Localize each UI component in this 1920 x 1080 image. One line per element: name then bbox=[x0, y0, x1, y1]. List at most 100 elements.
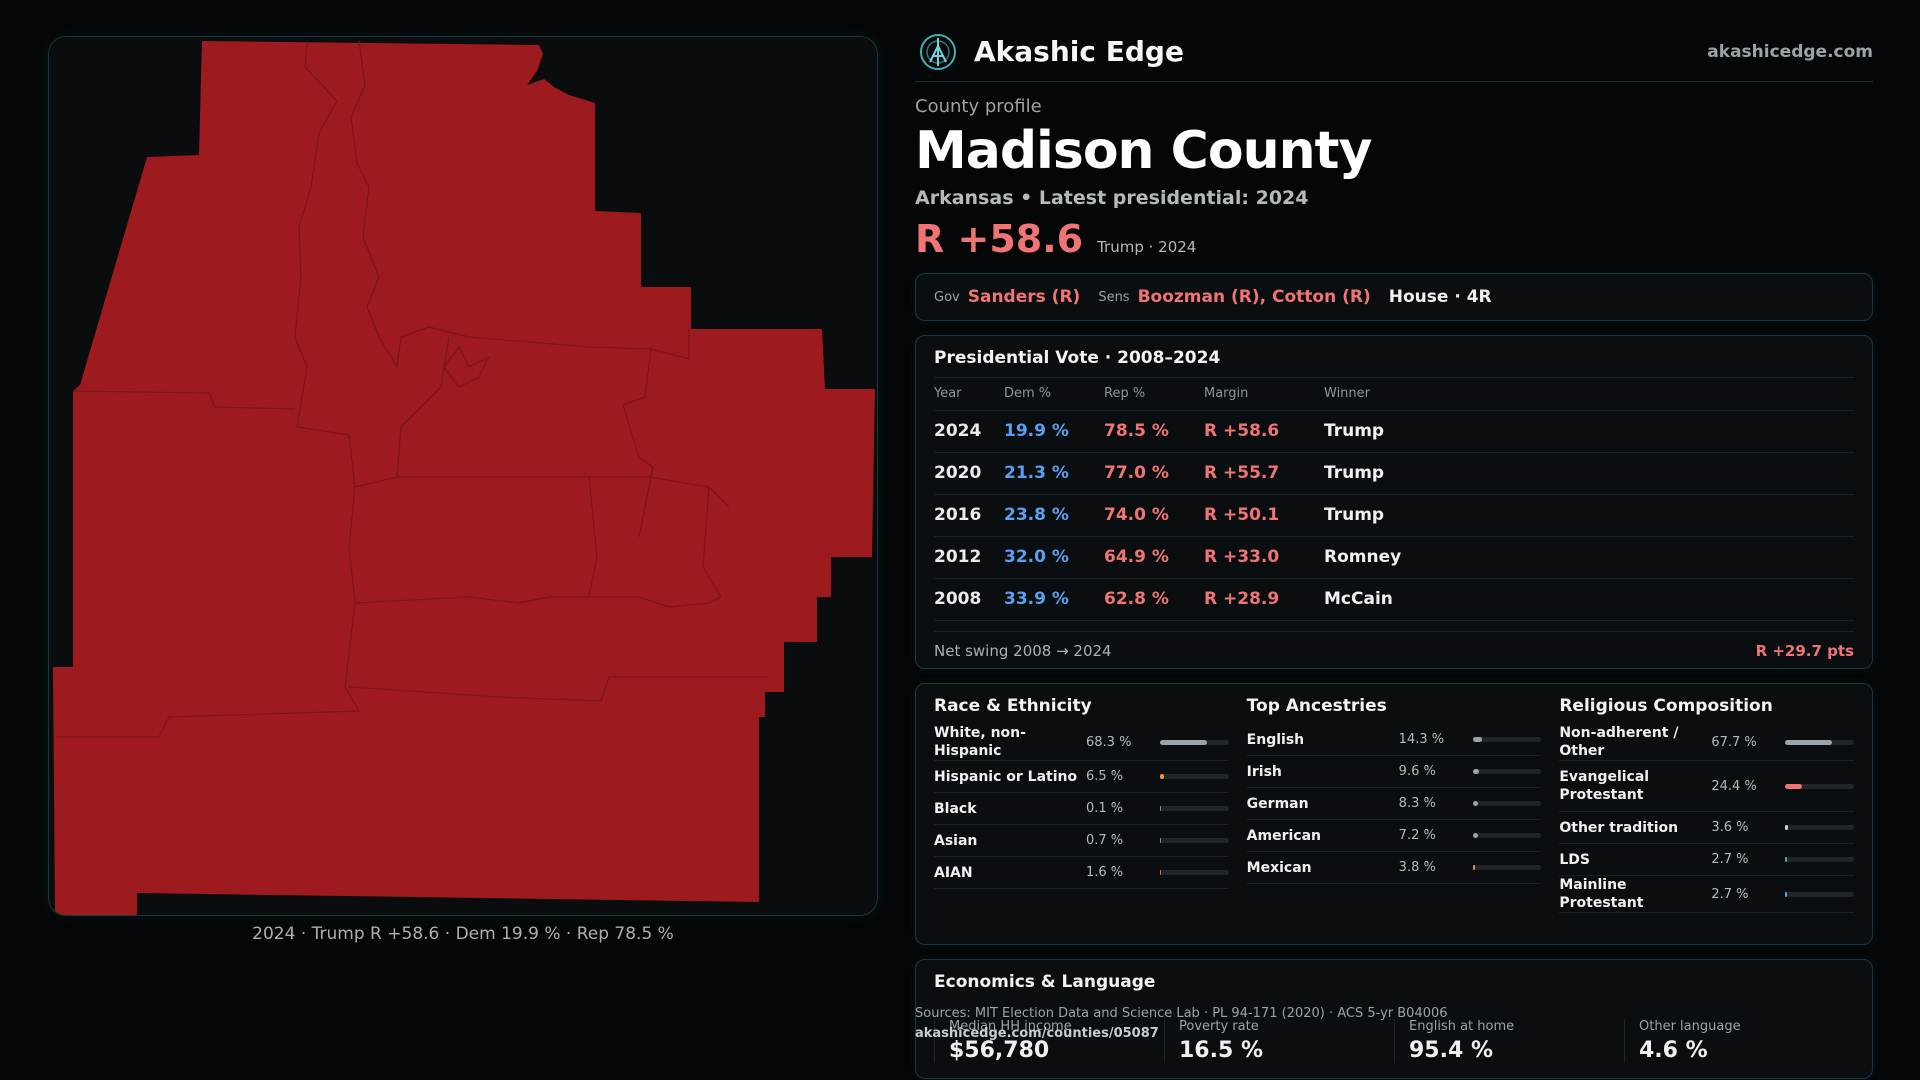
brand-url-link[interactable]: akashicedge.com bbox=[1707, 41, 1873, 62]
item-name: Mainline Protestant bbox=[1559, 877, 1644, 911]
page-title: Madison County bbox=[915, 121, 1372, 181]
row-dem: 32.0 % bbox=[1004, 536, 1104, 579]
item-bar-fill bbox=[1472, 769, 1480, 774]
row-winner: Trump bbox=[1324, 452, 1854, 495]
item-percent: 0.7 % bbox=[1086, 833, 1124, 848]
table-row: 2012 32.0 % 64.9 % R +33.0 Romney bbox=[934, 536, 1854, 579]
row-winner: McCain bbox=[1324, 578, 1854, 621]
item-bar-fill bbox=[1785, 739, 1832, 745]
race-list: White, non-Hispanic 68.3 % Hispanic or Lat… bbox=[934, 724, 1229, 889]
list-item: Evangelical Protestant 24.4 % bbox=[1559, 761, 1855, 812]
economics-metrics: Median HH income $56,780 Poverty rate 16… bbox=[934, 1019, 1854, 1063]
list-item: Non-adherent / Other 67.7 % bbox=[1559, 724, 1855, 761]
row-year: 2020 bbox=[934, 452, 1004, 495]
headline-margin: R +58.6 Trump · 2024 bbox=[915, 217, 1873, 261]
item-percent: 7.2 % bbox=[1398, 828, 1436, 843]
item-percent: 0.1 % bbox=[1086, 801, 1124, 816]
col-winner: Winner bbox=[1324, 378, 1854, 411]
row-rep: 78.5 % bbox=[1104, 410, 1204, 453]
row-year: 2024 bbox=[934, 410, 1004, 453]
officials-bar: Gov Sanders (R) Sens Boozman (R), Cotton… bbox=[915, 273, 1873, 321]
item-percent: 68.3 % bbox=[1086, 734, 1132, 750]
item-name: AIAN bbox=[934, 864, 973, 881]
item-percent: 3.6 % bbox=[1711, 820, 1749, 835]
row-dem: 21.3 % bbox=[1004, 452, 1104, 495]
swing-label: Net swing 2008 → 2024 bbox=[934, 641, 1112, 660]
presidential-vote-card: Presidential Vote · 2008–2024 Year Dem %… bbox=[915, 335, 1873, 669]
list-item: AIAN 1.6 % bbox=[934, 857, 1229, 889]
metric-other-language: Other language 4.6 % bbox=[1624, 1019, 1854, 1063]
row-winner: Trump bbox=[1324, 410, 1854, 453]
ancestry-title: Top Ancestries bbox=[1246, 696, 1387, 716]
item-percent: 8.3 % bbox=[1398, 796, 1436, 811]
item-bar bbox=[1785, 891, 1855, 897]
page-footer: Sources: MIT Election Data and Science L… bbox=[915, 1004, 1448, 1044]
item-bar bbox=[1160, 838, 1229, 843]
item-bar bbox=[1472, 833, 1542, 838]
item-bar-fill bbox=[1785, 857, 1788, 862]
item-bar bbox=[1785, 739, 1855, 745]
item-name: Other tradition bbox=[1559, 819, 1679, 836]
row-year: 2016 bbox=[934, 494, 1004, 537]
governor-value: Sanders (R) bbox=[967, 287, 1081, 307]
item-bar bbox=[1785, 857, 1855, 862]
row-dem: 23.8 % bbox=[1004, 494, 1104, 537]
item-name: Non-adherent / Other bbox=[1559, 725, 1679, 759]
senators-value: Boozman (R), Cotton (R) bbox=[1137, 287, 1371, 307]
item-bar-fill bbox=[1472, 833, 1478, 838]
economics-card: Economics & Language Median HH income $5… bbox=[915, 959, 1873, 1079]
metric-label: English at home bbox=[1409, 1019, 1515, 1034]
item-percent: 14.3 % bbox=[1398, 732, 1445, 747]
row-margin: R +50.1 bbox=[1204, 494, 1324, 537]
metric-label: Poverty rate bbox=[1179, 1019, 1259, 1034]
item-percent: 6.5 % bbox=[1086, 769, 1124, 784]
economics-title: Economics & Language bbox=[934, 972, 1156, 992]
metric-poverty: Poverty rate 16.5 % bbox=[1164, 1019, 1394, 1063]
profile-kicker: County profile bbox=[915, 96, 1042, 117]
item-bar bbox=[1160, 739, 1229, 745]
list-item: Mainline Protestant 2.7 % bbox=[1559, 876, 1855, 913]
metric-value: 95.4 % bbox=[1409, 1038, 1493, 1063]
religion-column: Religious Composition Non-adherent / Oth… bbox=[1559, 696, 1855, 932]
item-percent: 24.4 % bbox=[1711, 778, 1757, 794]
item-name: English bbox=[1246, 731, 1305, 748]
demographics-card: Race & Ethnicity White, non-Hispanic 68.3… bbox=[915, 683, 1873, 945]
gov-label: Gov bbox=[934, 289, 960, 305]
table-header-row: Year Dem % Rep % Margin Winner bbox=[934, 378, 1854, 411]
item-bar-fill bbox=[1785, 891, 1788, 897]
sources-text: Sources: MIT Election Data and Science L… bbox=[915, 1006, 1448, 1021]
item-name: Evangelical Protestant bbox=[1559, 769, 1650, 803]
item-percent: 2.7 % bbox=[1711, 886, 1749, 902]
akashic-logo-icon[interactable] bbox=[918, 32, 958, 72]
house-value: House · 4R bbox=[1388, 287, 1492, 307]
row-margin: R +33.0 bbox=[1204, 536, 1324, 579]
religion-title: Religious Composition bbox=[1559, 696, 1773, 716]
race-column: Race & Ethnicity White, non-Hispanic 68.3… bbox=[934, 696, 1229, 932]
item-bar-fill bbox=[1785, 783, 1803, 789]
county-map[interactable] bbox=[48, 36, 878, 916]
list-item: Mexican 3.8 % bbox=[1246, 852, 1542, 884]
brand-name[interactable]: Akashic Edge bbox=[974, 35, 1184, 68]
table-row: 2020 21.3 % 77.0 % R +55.7 Trump bbox=[934, 452, 1854, 495]
table-row: 2024 19.9 % 78.5 % R +58.6 Trump bbox=[934, 410, 1854, 453]
item-bar-fill bbox=[1472, 865, 1476, 870]
item-bar bbox=[1472, 769, 1542, 774]
item-bar bbox=[1472, 801, 1542, 806]
item-bar-fill bbox=[1472, 737, 1483, 742]
county-url-link[interactable]: akashicedge.com/counties/05087 bbox=[915, 1026, 1159, 1041]
item-bar bbox=[1160, 774, 1229, 779]
list-item: Hispanic or Latino 6.5 % bbox=[934, 761, 1229, 793]
col-margin: Margin bbox=[1204, 378, 1324, 411]
item-name: LDS bbox=[1559, 851, 1590, 868]
col-dem: Dem % bbox=[1004, 378, 1104, 411]
item-bar bbox=[1472, 865, 1542, 870]
list-item: Black 0.1 % bbox=[934, 793, 1229, 825]
metric-label: Median HH income bbox=[949, 1019, 1072, 1034]
row-margin: R +58.6 bbox=[1204, 410, 1324, 453]
ancestry-column: Top Ancestries English 14.3 % Irish 9.6 % Ge… bbox=[1246, 696, 1542, 932]
row-margin: R +28.9 bbox=[1204, 578, 1324, 621]
item-bar-fill bbox=[1160, 739, 1207, 745]
item-bar-fill bbox=[1160, 838, 1162, 843]
margin-note: Trump · 2024 bbox=[1097, 238, 1197, 256]
item-name: Mexican bbox=[1246, 859, 1312, 876]
